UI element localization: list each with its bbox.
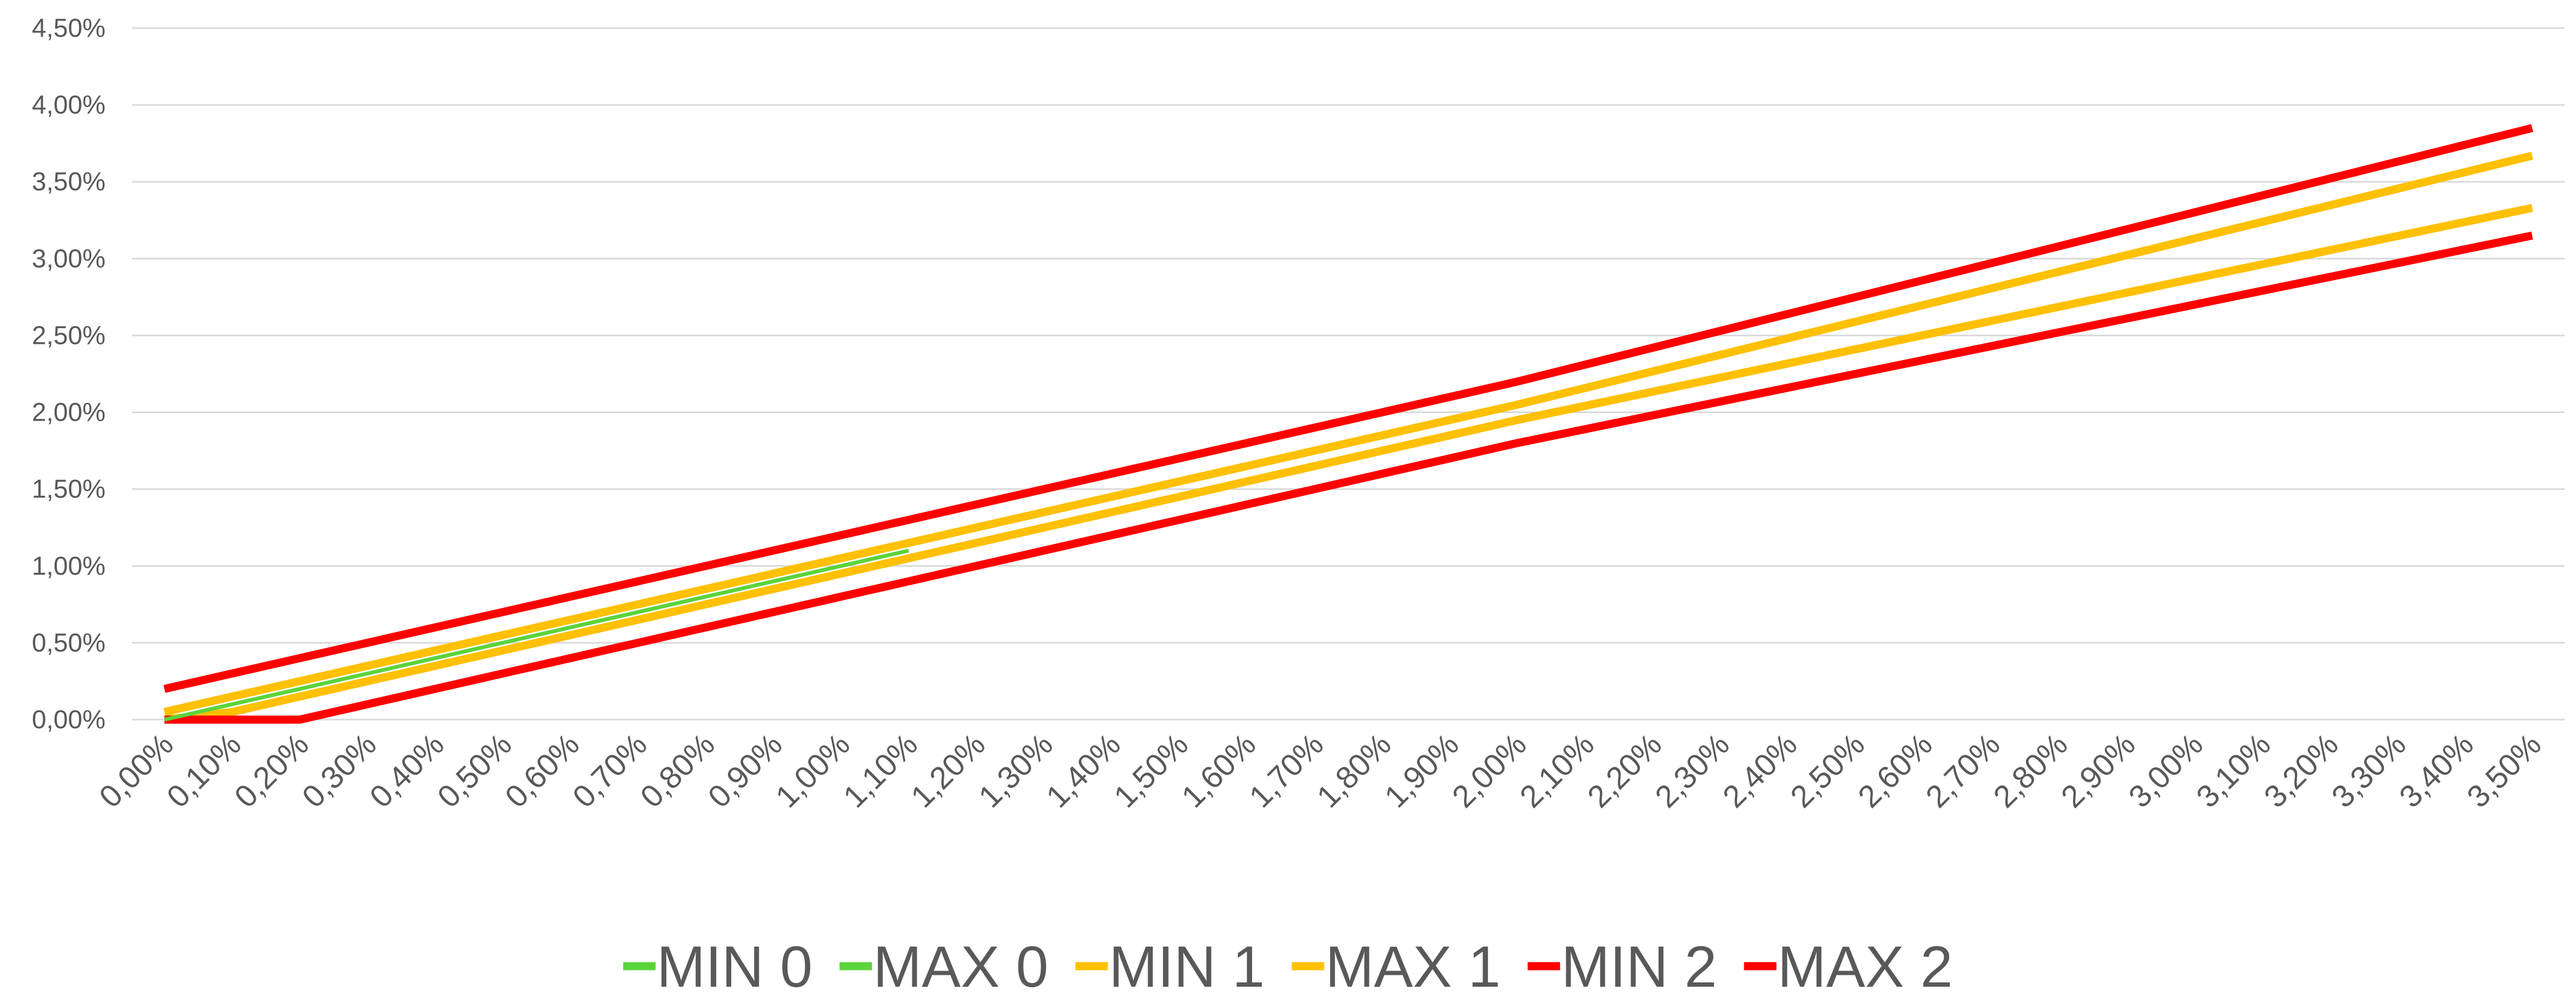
x-tick-label: 1,40%	[1039, 727, 1127, 814]
legend-item: MAX 2	[1744, 934, 1953, 997]
series-line	[163, 124, 2533, 693]
x-tick-label: 0,60%	[498, 727, 586, 814]
x-tick-label: 0,00%	[92, 727, 180, 814]
legend-label: MAX 0	[873, 934, 1048, 997]
legend-item: MIN 1	[1075, 934, 1264, 997]
y-tick-label: 3,00%	[32, 244, 105, 273]
y-tick-label: 0,50%	[32, 629, 105, 657]
y-tick-label: 4,00%	[32, 91, 105, 119]
y-tick-label: 2,50%	[32, 321, 105, 350]
y-tick-label: 4,50%	[32, 14, 105, 43]
x-tick-label: 2,20%	[1581, 727, 1668, 814]
x-tick-label: 0,80%	[634, 727, 721, 814]
x-tick-label: 3,30%	[2325, 727, 2413, 814]
legend-item: MIN 0	[623, 934, 812, 997]
series-line	[163, 151, 2533, 716]
x-tick-label: 0,10%	[160, 727, 248, 814]
series-line	[164, 204, 2533, 724]
x-tick-label: 0,30%	[295, 727, 383, 814]
x-tick-label: 2,50%	[1784, 727, 1871, 814]
x-tick-label: 1,70%	[1242, 727, 1330, 814]
x-tick-label: 0,20%	[228, 727, 315, 814]
x-tick-label: 2,60%	[1851, 727, 1939, 814]
x-tick-label: 2,90%	[2054, 727, 2142, 814]
series-line	[164, 231, 2533, 724]
y-tick-label: 1,00%	[32, 552, 105, 581]
y-tick-label: 3,50%	[32, 168, 105, 196]
x-tick-label: 3,10%	[2190, 727, 2277, 814]
x-tick-label: 0,90%	[701, 727, 789, 814]
legend-item: MIN 2	[1527, 934, 1717, 997]
x-tick-label: 0,40%	[363, 727, 451, 814]
x-tick-label: 3,00%	[2122, 727, 2210, 814]
x-tick-label: 2,40%	[1716, 727, 1804, 814]
x-tick-label: 1,60%	[1175, 727, 1262, 814]
x-tick-label: 2,70%	[1919, 727, 2007, 814]
series-line	[164, 548, 909, 722]
x-tick-label: 3,50%	[2460, 727, 2548, 814]
x-tick-label: 1,10%	[837, 727, 924, 814]
legend-label: MIN 0	[657, 934, 812, 997]
legend-label: MAX 1	[1325, 934, 1500, 997]
x-tick-label: 1,20%	[904, 727, 992, 814]
y-tick-label: 1,50%	[32, 475, 105, 504]
legend-item: MAX 0	[839, 934, 1048, 997]
legend-label: MIN 2	[1561, 934, 1717, 997]
x-tick-label: 2,10%	[1513, 727, 1601, 814]
x-tick-label: 0,70%	[566, 727, 654, 814]
x-tick-label: 1,00%	[769, 727, 857, 814]
x-tick-label: 2,30%	[1648, 727, 1736, 814]
x-tick-label: 3,20%	[2257, 727, 2345, 814]
y-tick-label: 0,00%	[32, 706, 105, 734]
legend: MIN 0 MAX 0 MIN 1 MAX 1 MIN 2 MAX 2	[623, 934, 1953, 997]
x-tick-label: 1,50%	[1107, 727, 1195, 814]
x-tick-label: 2,00%	[1446, 727, 1533, 814]
legend-label: MAX 2	[1778, 934, 1953, 997]
x-tick-label: 2,80%	[1986, 727, 2074, 814]
x-tick-label: 3,40%	[2393, 727, 2480, 814]
legend-label: MIN 1	[1109, 934, 1264, 997]
y-tick-label: 2,00%	[32, 398, 105, 427]
x-tick-label: 1,90%	[1378, 727, 1466, 814]
x-tick-label: 1,80%	[1310, 727, 1398, 814]
x-tick-label: 1,30%	[972, 727, 1059, 814]
legend-item: MAX 1	[1292, 934, 1501, 997]
x-tick-label: 0,50%	[431, 727, 518, 814]
